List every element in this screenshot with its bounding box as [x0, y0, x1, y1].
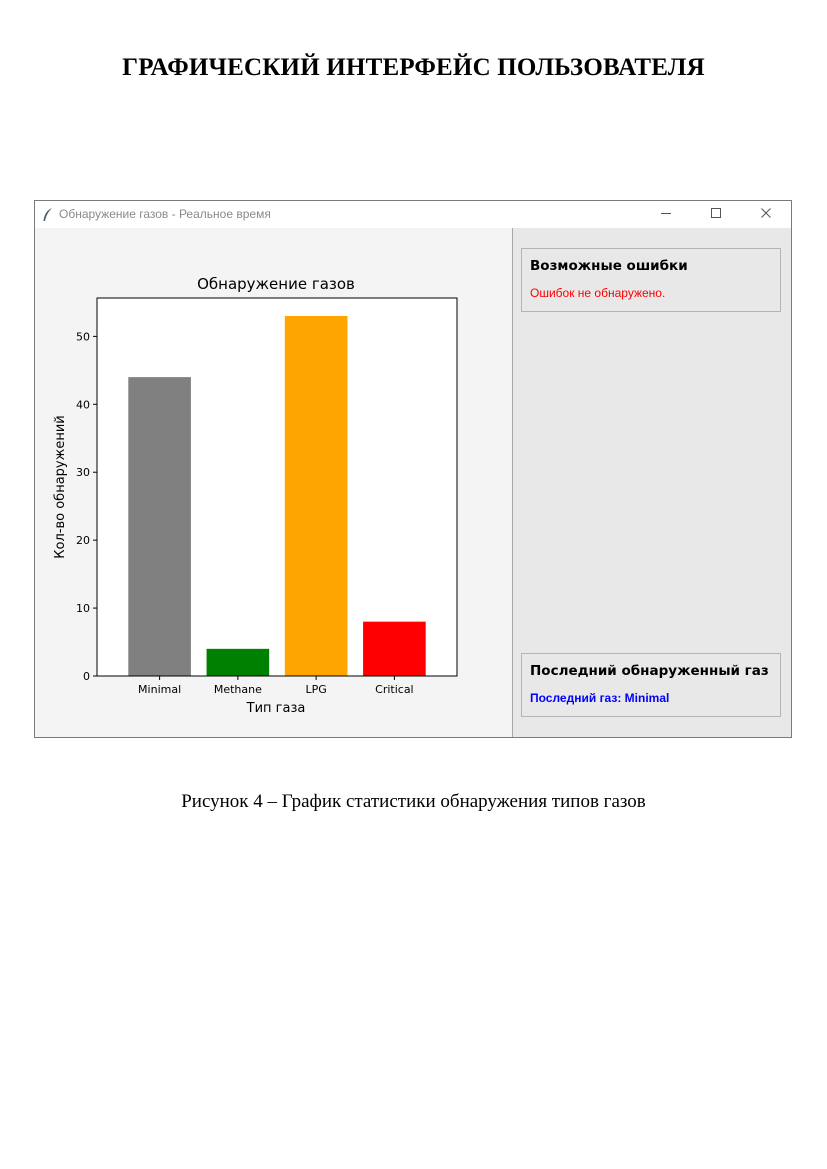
- x-axis-label: Тип газа: [246, 701, 306, 716]
- app-window: Обнаружение газов - Реальное время Обнар…: [34, 200, 792, 738]
- last-gas-group: Последний обнаруженный газ Последний газ…: [521, 653, 781, 717]
- close-button[interactable]: [743, 201, 789, 228]
- bar-critical: [363, 621, 426, 676]
- chart-area: Обнаружение газов Minimal Methane LPG Criti…: [35, 228, 512, 737]
- maximize-button[interactable]: [693, 201, 739, 228]
- info-panel: Возможные ошибки Ошибок не обнаружено. П…: [512, 228, 791, 737]
- x-tick-label: LPG: [305, 683, 326, 696]
- y-tick-label: 30: [76, 466, 90, 479]
- x-tick-label: Methane: [214, 683, 262, 696]
- last-gas-message: Последний газ: Minimal: [530, 691, 670, 705]
- window-title: Обнаружение газов - Реальное время: [59, 207, 271, 221]
- feather-icon: [42, 207, 54, 227]
- y-tick-label: 0: [83, 670, 90, 683]
- document-heading: ГРАФИЧЕСКИЙ ИНТЕРФЕЙС ПОЛЬЗОВАТЕЛЯ: [122, 54, 705, 81]
- title-bar[interactable]: Обнаружение газов - Реальное время: [35, 201, 791, 228]
- figure-caption: Рисунок 4 – График статистики обнаружени…: [181, 791, 646, 812]
- y-tick-label: 20: [76, 534, 90, 547]
- bar-minimal: [128, 377, 191, 676]
- x-tick-label: Minimal: [138, 683, 181, 696]
- y-tick-label: 50: [76, 330, 90, 343]
- bar-methane: [206, 648, 270, 676]
- bar-lpg: [284, 316, 348, 676]
- y-tick-label: 40: [76, 398, 90, 411]
- maximize-icon: [710, 206, 722, 224]
- bar-chart: Обнаружение газов Minimal Methane LPG Criti…: [53, 275, 458, 716]
- errors-message: Ошибок не обнаружено.: [530, 286, 666, 300]
- last-gas-group-title: Последний обнаруженный газ: [530, 663, 769, 679]
- x-tick-label: Critical: [375, 683, 413, 696]
- y-axis-label: Кол-во обнаружений: [53, 415, 68, 558]
- close-icon: [760, 206, 772, 224]
- plot-frame: [96, 297, 458, 677]
- minimize-icon: [660, 206, 672, 224]
- errors-group: Возможные ошибки Ошибок не обнаружено.: [521, 248, 781, 312]
- errors-group-title: Возможные ошибки: [530, 258, 688, 274]
- chart-title: Обнаружение газов: [197, 275, 355, 293]
- y-tick-label: 10: [76, 602, 90, 615]
- minimize-button[interactable]: [643, 201, 689, 228]
